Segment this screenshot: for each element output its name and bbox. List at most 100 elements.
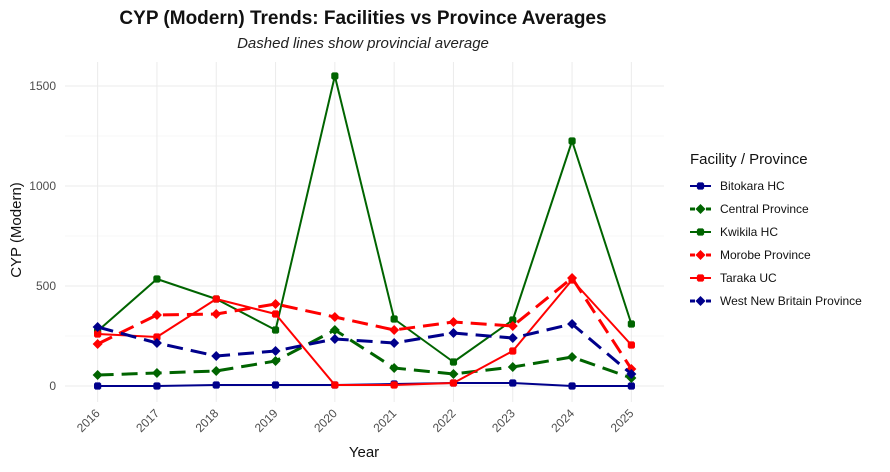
legend-label: Morobe Province (720, 248, 811, 262)
series-line (97, 279, 633, 386)
x-tick-label: 2025 (608, 406, 637, 435)
data-point (567, 352, 578, 362)
legend-marker (695, 296, 706, 306)
data-point (509, 347, 517, 355)
legend-label: Bitokara HC (720, 179, 785, 193)
series-layer (92, 72, 637, 390)
x-tick-label: 2024 (548, 406, 577, 435)
legend-label: West New Britain Province (720, 294, 862, 308)
data-point (151, 338, 162, 348)
data-point (92, 339, 103, 349)
data-point (390, 315, 398, 323)
data-point (627, 320, 635, 328)
y-axis-ticks: 0 500 1000 1500 (29, 79, 56, 393)
x-tick-label: 2022 (430, 406, 459, 435)
data-point (568, 276, 576, 284)
chart-title: CYP (Modern) Trends: Facilities vs Provi… (119, 8, 606, 29)
data-point (449, 358, 458, 366)
legend-marker (696, 182, 705, 190)
x-tick-label: 2019 (252, 406, 281, 435)
x-tick-label: 2017 (133, 406, 162, 435)
legend-item-kwikila-hc: Kwikila HC (690, 225, 778, 239)
legend-item-west-new-britain-province: West New Britain Province (690, 294, 862, 308)
data-point (568, 382, 576, 390)
x-tick-label: 2023 (489, 406, 518, 435)
legend-title: Facility / Province (690, 151, 808, 168)
data-point (92, 322, 103, 332)
series-line (97, 322, 633, 376)
data-point (212, 295, 220, 303)
data-point (329, 312, 340, 322)
data-point (212, 381, 220, 389)
legend-item-bitokara-hc: Bitokara HC (690, 179, 785, 193)
data-point (627, 382, 635, 390)
data-point (92, 370, 103, 380)
grid (65, 62, 664, 402)
x-axis-ticks: 2016 2017 2018 2019 2020 2021 2022 2023 2024 2025 (74, 406, 637, 435)
legend-marker (695, 250, 706, 260)
series-kwikila-hc (94, 72, 635, 366)
data-point (211, 366, 222, 376)
series-line (96, 75, 633, 363)
data-point (270, 299, 281, 309)
data-point (627, 341, 635, 349)
data-point (211, 309, 222, 319)
legend-item-morobe-province: Morobe Province (690, 248, 811, 262)
x-axis-title: Year (349, 444, 379, 461)
series-central-province (92, 325, 637, 383)
data-point (331, 381, 339, 389)
x-tick-label: 2021 (370, 406, 399, 435)
x-tick-label: 2020 (311, 406, 340, 435)
data-point (390, 381, 398, 389)
data-point (153, 333, 161, 341)
data-point (211, 351, 222, 361)
data-point (509, 379, 517, 387)
data-point (153, 382, 161, 390)
data-point (507, 333, 518, 343)
data-point (507, 362, 518, 372)
data-point (331, 72, 339, 80)
y-tick-label: 0 (49, 379, 56, 393)
series-line (97, 328, 632, 380)
y-tick-label: 1500 (29, 79, 56, 93)
series-line (96, 276, 633, 370)
data-point (270, 356, 281, 366)
x-tick-label: 2018 (193, 406, 222, 435)
data-point (568, 137, 576, 145)
data-point (153, 275, 161, 283)
data-point (507, 321, 518, 331)
data-point (329, 325, 340, 335)
data-point (270, 346, 281, 356)
data-point (389, 363, 400, 373)
legend-marker (695, 204, 706, 214)
chart-subtitle: Dashed lines show provincial average (237, 35, 489, 52)
data-point (448, 317, 459, 327)
data-point (448, 369, 459, 379)
data-point (389, 338, 400, 348)
legend-label: Central Province (720, 202, 809, 216)
data-point (271, 310, 280, 318)
data-point (151, 310, 162, 320)
y-tick-label: 500 (36, 279, 56, 293)
y-axis-title: CYP (Modern) (8, 182, 25, 278)
data-point (389, 325, 400, 335)
legend-label: Kwikila HC (720, 225, 778, 239)
data-point (94, 330, 102, 338)
x-tick-label: 2016 (74, 406, 103, 435)
y-tick-label: 1000 (29, 179, 56, 193)
series-morobe-province (92, 273, 637, 374)
legend-marker (696, 228, 705, 236)
data-point (448, 328, 459, 338)
series-west-new-britain-province (92, 319, 637, 379)
legend: Facility / Province Bitokara HC Central P… (690, 151, 862, 308)
data-point (626, 369, 637, 379)
legend-marker (696, 274, 705, 282)
data-point (271, 326, 280, 334)
data-point (509, 316, 517, 324)
series-taraka-uc (94, 276, 635, 389)
data-point (329, 334, 340, 344)
data-point (151, 368, 162, 378)
legend-item-taraka-uc: Taraka UC (690, 271, 777, 285)
